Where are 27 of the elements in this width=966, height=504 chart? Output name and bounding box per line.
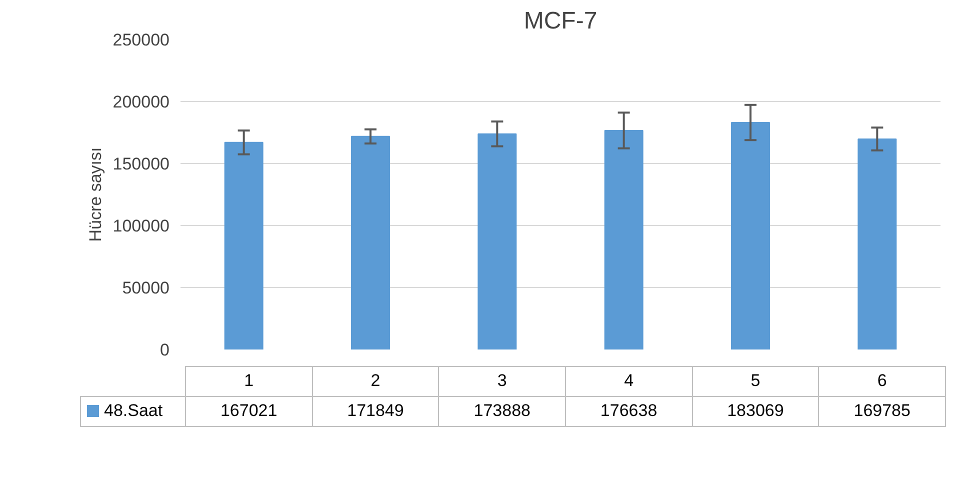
- x-tick-label: 1: [186, 366, 312, 396]
- legend-label: 48.Saat: [80, 396, 186, 426]
- x-tick-label: 2: [312, 366, 439, 396]
- data-label: 183069: [692, 396, 819, 426]
- data-label: 171849: [312, 396, 439, 426]
- data-label: 169785: [818, 396, 946, 426]
- bar: [478, 133, 517, 350]
- chart-title: MCF-7: [524, 8, 598, 34]
- y-tick-label: 200000: [112, 92, 170, 112]
- x-tick-label: 5: [692, 366, 819, 396]
- y-tick-label: 100000: [112, 216, 170, 236]
- y-tick-label: 0: [160, 340, 170, 360]
- bar: [224, 142, 264, 350]
- x-tick-label: 3: [438, 366, 566, 396]
- y-tick-label: 250000: [112, 30, 170, 50]
- x-tick-label: 6: [818, 366, 946, 396]
- x-tick-label: 4: [565, 366, 692, 396]
- data-label: 167021: [186, 396, 312, 426]
- y-tick-label: 50000: [122, 278, 170, 298]
- bar: [351, 136, 390, 350]
- data-label: 176638: [565, 396, 692, 426]
- bar: [731, 122, 770, 350]
- y-tick-label: 150000: [112, 154, 170, 174]
- data-label: 173888: [438, 396, 566, 426]
- bar: [858, 138, 897, 350]
- bar: [604, 130, 644, 350]
- y-axis-title: Hücre sayısı: [86, 147, 105, 242]
